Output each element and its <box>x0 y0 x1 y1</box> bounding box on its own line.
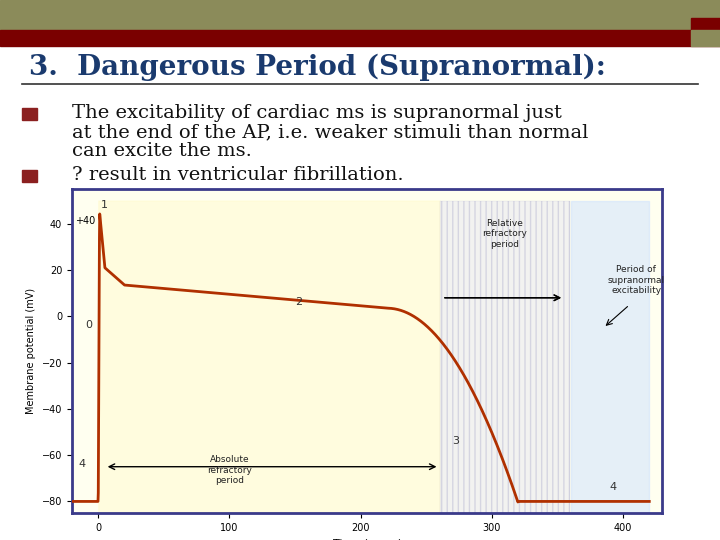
Bar <box>691 18 720 45</box>
Text: Absolute
refractory
period: Absolute refractory period <box>207 455 252 485</box>
Text: 4: 4 <box>610 482 617 492</box>
Bar <box>22 170 37 182</box>
Text: Relative
refractory
period: Relative refractory period <box>482 219 527 249</box>
Text: Period of
supranormal
excitability: Period of supranormal excitability <box>608 265 665 295</box>
Bar <box>0 0 720 30</box>
Text: 2: 2 <box>295 296 302 307</box>
Text: 4: 4 <box>78 458 86 469</box>
Text: 0: 0 <box>85 320 92 330</box>
Text: ? result in ventricular fibrillation.: ? result in ventricular fibrillation. <box>72 166 404 185</box>
Text: 3: 3 <box>452 436 459 446</box>
Bar <box>0 30 720 46</box>
Text: 1: 1 <box>101 199 108 210</box>
Text: at the end of the AP, i.e. weaker stimuli than normal: at the end of the AP, i.e. weaker stimul… <box>72 123 588 141</box>
Bar <box>22 108 37 120</box>
Text: 3.  Dangerous Period (Supranormal):: 3. Dangerous Period (Supranormal): <box>29 54 606 81</box>
Bar <box>691 30 720 46</box>
Text: The excitability of cardiac ms is supranormal just: The excitability of cardiac ms is supran… <box>72 104 562 123</box>
Text: can excite the ms.: can excite the ms. <box>72 142 252 160</box>
Text: +40: +40 <box>75 215 95 226</box>
Y-axis label: Membrane potential (mV): Membrane potential (mV) <box>26 288 36 414</box>
X-axis label: Time (msec): Time (msec) <box>333 538 402 540</box>
